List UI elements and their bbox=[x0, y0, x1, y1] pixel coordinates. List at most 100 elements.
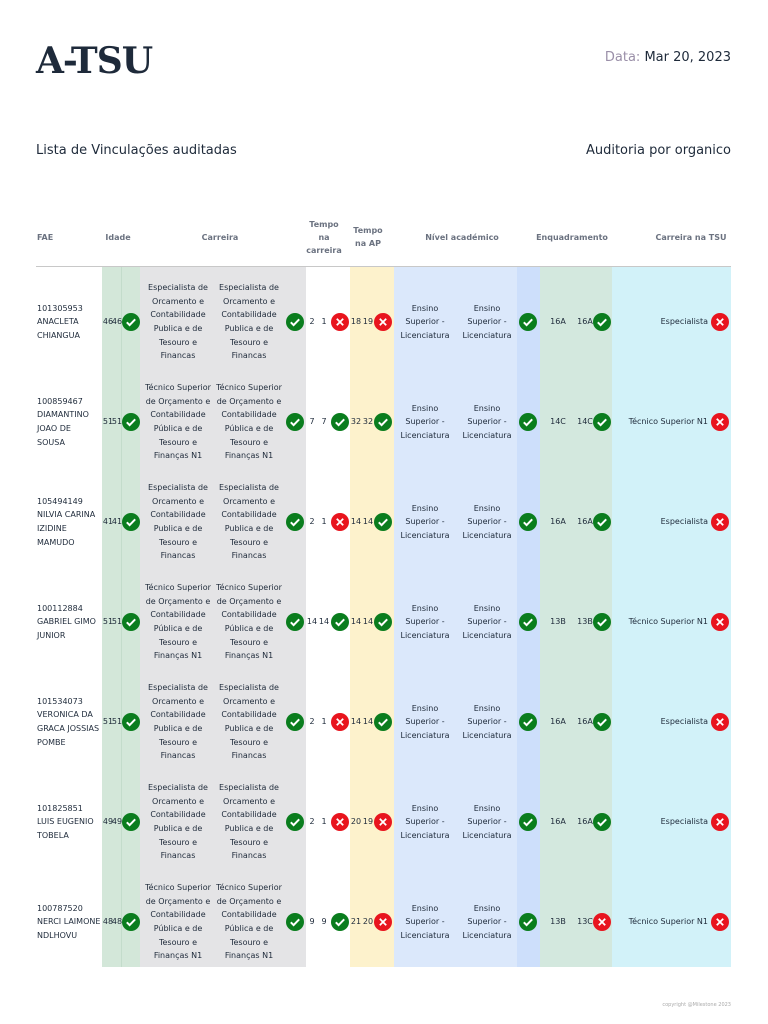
col-header: Nível académico bbox=[425, 233, 499, 242]
check-icon bbox=[519, 513, 537, 531]
tsu-cell: Técnico Superior N1 bbox=[628, 917, 708, 927]
check bbox=[593, 613, 611, 631]
check-icon bbox=[122, 513, 140, 531]
career-cell: Técnico Superior de Orçamento e Contabil… bbox=[145, 583, 211, 661]
level-cell: Ensino Superior - Licenciatura bbox=[462, 503, 512, 540]
band bbox=[612, 267, 731, 967]
cross bbox=[711, 513, 729, 531]
check bbox=[519, 913, 537, 931]
grade-cell: 16A bbox=[550, 317, 566, 327]
age-cell: 46 bbox=[111, 317, 123, 327]
level-cell: Ensino Superior - Licenciatura bbox=[462, 903, 512, 940]
check-icon bbox=[122, 313, 140, 331]
time-career-cell: 1 bbox=[321, 817, 327, 827]
check-icon bbox=[122, 413, 140, 431]
cross-icon bbox=[711, 413, 729, 431]
age-cell: 51 bbox=[111, 417, 123, 427]
career-cell: Técnico Superior de Orçamento e Contabil… bbox=[145, 883, 211, 961]
career-cell: Especialista de Orcamento e Contabilidad… bbox=[148, 283, 208, 361]
cross bbox=[331, 513, 349, 531]
time-career-cell: 7 bbox=[321, 417, 327, 427]
check bbox=[593, 513, 611, 531]
date-value: Mar 20, 2023 bbox=[644, 50, 731, 65]
check bbox=[593, 813, 611, 831]
check bbox=[122, 813, 140, 831]
age-cell: 51 bbox=[111, 717, 123, 727]
check bbox=[286, 413, 304, 431]
check bbox=[519, 813, 537, 831]
time-career-cell: 1 bbox=[321, 517, 327, 527]
check-icon bbox=[593, 513, 611, 531]
check-icon bbox=[519, 813, 537, 831]
grade-cell: 16A bbox=[550, 517, 566, 527]
career-cell: Especialista de Orcamento e Contabilidad… bbox=[148, 483, 208, 561]
check bbox=[286, 513, 304, 531]
check bbox=[122, 613, 140, 631]
check bbox=[286, 313, 304, 331]
check bbox=[374, 413, 392, 431]
grade-cell: 16A bbox=[577, 817, 593, 827]
check-icon bbox=[286, 413, 304, 431]
time-career-cell: 14 bbox=[318, 617, 330, 627]
check-icon bbox=[519, 613, 537, 631]
career-cell: Especialista de Orcamento e Contabilidad… bbox=[219, 483, 279, 561]
fae-cell: 101825851 LUIS EUGENIO TOBELA bbox=[37, 803, 94, 840]
check-icon bbox=[374, 513, 392, 531]
time-career-cell: 9 bbox=[321, 917, 327, 927]
check bbox=[331, 913, 349, 931]
check-icon bbox=[593, 613, 611, 631]
tsu-cell: Especialista bbox=[660, 517, 708, 527]
check bbox=[286, 713, 304, 731]
age-cell: 49 bbox=[102, 817, 114, 827]
cross bbox=[331, 313, 349, 331]
level-cell: Ensino Superior - Licenciatura bbox=[400, 403, 450, 440]
check bbox=[122, 713, 140, 731]
time-ap-cell: 14 bbox=[362, 617, 374, 627]
cross-icon bbox=[711, 513, 729, 531]
cross-icon bbox=[711, 613, 729, 631]
cross-icon bbox=[711, 813, 729, 831]
age-cell: 41 bbox=[111, 517, 123, 527]
fae-cell: 101305953 ANACLETA CHIANGUA bbox=[37, 303, 83, 340]
col-header: Enquadramento bbox=[536, 233, 608, 242]
level-cell: Ensino Superior - Licenciatura bbox=[400, 803, 450, 840]
subtitle: Lista de Vinculações auditadas bbox=[36, 143, 237, 158]
col-header: Tempo na AP bbox=[353, 226, 383, 248]
time-ap-cell: 32 bbox=[362, 417, 374, 427]
time-ap-cell: 20 bbox=[362, 917, 374, 927]
check-icon bbox=[286, 713, 304, 731]
tsu-cell: Especialista bbox=[660, 817, 708, 827]
check-icon bbox=[374, 713, 392, 731]
check-icon bbox=[519, 413, 537, 431]
cross-icon bbox=[711, 913, 729, 931]
check bbox=[519, 313, 537, 331]
check-icon bbox=[331, 613, 349, 631]
time-ap-cell: 19 bbox=[362, 317, 374, 327]
fae-cell: 100787520 NERCI LAIMONE NDLHOVU bbox=[37, 903, 101, 940]
check-icon bbox=[519, 913, 537, 931]
tsu-cell: Especialista bbox=[660, 717, 708, 727]
grade-cell: 13B bbox=[550, 917, 566, 927]
date: Data: Mar 20, 2023 bbox=[605, 50, 731, 65]
age-cell: 48 bbox=[102, 917, 114, 927]
time-ap-cell: 14 bbox=[350, 517, 362, 527]
check bbox=[286, 613, 304, 631]
time-ap-cell: 32 bbox=[350, 417, 362, 427]
check-icon bbox=[122, 813, 140, 831]
career-cell: Especialista de Orcamento e Contabilidad… bbox=[219, 683, 279, 761]
level-cell: Ensino Superior - Licenciatura bbox=[462, 703, 512, 740]
date-label: Data: bbox=[604, 50, 641, 65]
check bbox=[286, 913, 304, 931]
level-cell: Ensino Superior - Licenciatura bbox=[400, 503, 450, 540]
career-cell: Especialista de Orcamento e Contabilidad… bbox=[148, 683, 208, 761]
level-cell: Ensino Superior - Licenciatura bbox=[400, 903, 450, 940]
cross bbox=[711, 713, 729, 731]
time-ap-cell: 21 bbox=[350, 917, 362, 927]
grade-cell: 16A bbox=[577, 517, 593, 527]
time-career-cell: 2 bbox=[309, 517, 315, 527]
time-career-cell: 7 bbox=[309, 417, 315, 427]
level-cell: Ensino Superior - Licenciatura bbox=[400, 303, 450, 340]
header-rule bbox=[36, 266, 731, 267]
check bbox=[122, 413, 140, 431]
